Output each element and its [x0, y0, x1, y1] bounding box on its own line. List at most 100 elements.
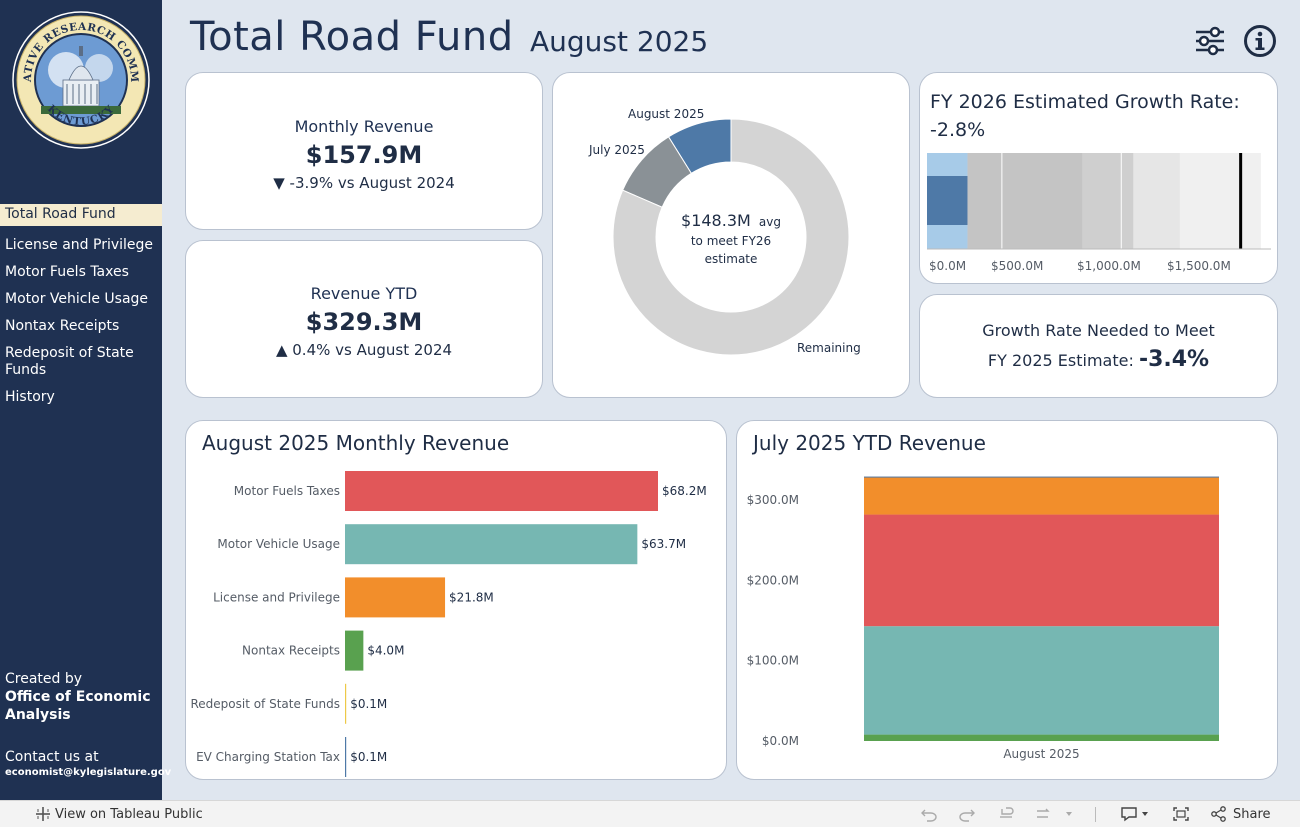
toolbar-divider — [1095, 807, 1096, 822]
bar-category-label: Motor Fuels Taxes — [234, 484, 340, 498]
monthly-chart-title: August 2025 Monthly Revenue — [202, 431, 510, 455]
bullet-range-band3 — [1082, 153, 1134, 249]
bar-ev-charging-station-tax[interactable] — [345, 737, 347, 777]
monthly-bar-chart[interactable]: Motor Fuels Taxes $68.2M Motor Vehicle Usa… — [186, 421, 728, 781]
bar-value-label: $0.1M — [350, 697, 387, 711]
bar-nontax-receipts[interactable] — [345, 630, 364, 671]
bar-license-and-privilege[interactable] — [345, 577, 446, 618]
comment-dropdown-icon[interactable] — [1140, 806, 1150, 822]
stack-segment-nontax-receipts[interactable] — [864, 734, 1219, 741]
needed-rate-card: Growth Rate Needed to Meet FY 2025 Estim… — [919, 294, 1278, 398]
sidebar-item-nontax-receipts[interactable]: Nontax Receipts — [5, 318, 120, 334]
donut-label-august: August 2025 — [628, 107, 704, 121]
created-by-label: Created by — [5, 671, 83, 687]
lrc-seal-logo: LEGISLATIVE RESEARCH COMMISSION KENTUCKY — [11, 10, 150, 149]
stack-segment-ev-charging-station-tax[interactable] — [864, 476, 1219, 478]
refresh-dropdown-icon[interactable] — [1064, 806, 1074, 822]
fullscreen-icon[interactable] — [1172, 806, 1190, 822]
ytd-chart-card: July 2025 YTD Revenue $0.0M $100.0M $200.0… — [736, 420, 1278, 780]
needed-rate-line1: Growth Rate Needed to Meet — [982, 321, 1215, 340]
sidebar-item-motor-vehicle-usage[interactable]: Motor Vehicle Usage — [5, 291, 149, 307]
view-on-tableau-link[interactable]: View on Tableau Public — [55, 807, 203, 822]
ytd-chart-title: July 2025 YTD Revenue — [753, 431, 986, 455]
bar-category-label: EV Charging Station Tax — [196, 750, 340, 764]
sidebar-nav: Total Road Fund License and Privilege Mo… — [0, 204, 162, 414]
redo-icon[interactable] — [958, 806, 976, 822]
bullet-range-band5 — [1179, 153, 1261, 249]
bar-category-label: Nontax Receipts — [242, 644, 340, 658]
revenue-ytd-change: ▲ 0.4% vs August 2024 — [275, 341, 453, 359]
monthly-bar-chart-card: August 2025 Monthly Revenue Motor Fuels … — [185, 420, 727, 780]
bullet-tick-label: $0.0M — [929, 259, 966, 273]
contact: Contact us at economist@kylegislature.go… — [5, 748, 172, 780]
revenue-ytd-card: Revenue YTD $329.3M ▲ 0.4% vs August 202… — [185, 240, 543, 398]
created-by: Created by Office of Economic Analysis — [5, 670, 160, 724]
needed-rate-line2: FY 2025 Estimate: — [987, 351, 1134, 370]
stack-segment-motor-vehicle-usage[interactable] — [864, 626, 1219, 735]
sidebar-item-total-road-fund[interactable]: Total Road Fund — [0, 204, 162, 226]
bar-value-label: $4.0M — [367, 644, 404, 658]
page-title: Total Road Fund — [190, 14, 514, 60]
bullet-range-band4 — [1133, 153, 1180, 249]
refresh-icon[interactable] — [1034, 806, 1052, 822]
svg-text:$148.3M avg: $148.3M avg — [681, 211, 781, 230]
revenue-ytd-value: $329.3M — [305, 308, 423, 336]
contact-label: Contact us at — [5, 749, 99, 765]
info-icon[interactable] — [1243, 24, 1277, 58]
sidebar-item-motor-fuels-taxes[interactable]: Motor Fuels Taxes — [5, 264, 129, 280]
bar-value-label: $21.8M — [449, 590, 494, 604]
donut-chart[interactable]: $148.3M avg to meet FY26 estimate August… — [553, 73, 911, 399]
sidebar-item-redeposit-of-state-funds[interactable]: Redeposit of State Funds — [5, 345, 134, 378]
contact-email[interactable]: economist@kylegislature.gov — [5, 767, 172, 778]
filter-sliders-icon[interactable] — [1193, 24, 1227, 58]
bar-value-label: $68.2M — [662, 484, 707, 498]
donut-center-suffix: avg — [759, 215, 781, 229]
growth-rate-value: -2.8% — [930, 119, 986, 141]
comment-icon[interactable] — [1120, 806, 1138, 822]
sidebar-item-history[interactable]: History — [5, 389, 55, 405]
tableau-toolbar: View on Tableau Public Share — [0, 800, 1300, 827]
monthly-revenue-change: ▼ -3.9% vs August 2024 — [273, 174, 455, 192]
donut-label-remaining: Remaining — [797, 341, 861, 355]
donut-center-line2: to meet FY26 — [691, 234, 771, 248]
bar-value-label: $0.1M — [350, 750, 387, 764]
donut-center-value: $148.3M — [681, 211, 751, 230]
donut-label-july: July 2025 — [588, 143, 645, 157]
monthly-revenue-label: Monthly Revenue — [294, 117, 434, 136]
bar-motor-fuels-taxes[interactable] — [345, 471, 658, 511]
bar-category-label: Motor Vehicle Usage — [217, 537, 340, 551]
y-tick-label: $300.0M — [747, 493, 799, 507]
bullet-tick-label: $500.0M — [991, 259, 1043, 273]
bullet-target-marker[interactable] — [1239, 153, 1243, 249]
bar-category-label: License and Privilege — [213, 590, 340, 604]
y-tick-label: $0.0M — [762, 734, 799, 748]
bar-category-label: Redeposit of State Funds — [190, 697, 340, 711]
y-tick-label: $100.0M — [747, 654, 799, 668]
bar-motor-vehicle-usage[interactable] — [345, 524, 638, 565]
stack-segment-motor-fuels-taxes[interactable] — [864, 514, 1219, 627]
ytd-stacked-bar-chart[interactable]: $0.0M $100.0M $200.0M $300.0M August 2025 — [737, 421, 1279, 781]
x-tick-label: August 2025 — [1003, 747, 1079, 761]
donut-slice-remaining[interactable] — [612, 118, 850, 356]
page-period: August 2025 — [530, 25, 709, 58]
bullet-actual-bar[interactable] — [927, 176, 968, 225]
needed-rate-value: -3.4% — [1138, 347, 1210, 372]
growth-rate-bullet-chart[interactable]: $0.0M $500.0M $1,000.0M $1,500.0M — [920, 73, 1279, 285]
revert-icon[interactable] — [998, 806, 1016, 822]
office-name: Office of Economic Analysis — [5, 689, 151, 723]
donut-center-line3: estimate — [705, 252, 758, 266]
bullet-range-band2 — [967, 153, 1083, 249]
bullet-tick-label: $1,000.0M — [1077, 259, 1141, 273]
donut-card: $148.3M avg to meet FY26 estimate August… — [552, 72, 910, 398]
growth-rate-card: FY 2026 Estimated Growth Rate: -2.8% $0.… — [919, 72, 1278, 284]
bar-redeposit-of-state-funds[interactable] — [345, 683, 347, 724]
share-icon[interactable] — [1210, 806, 1228, 822]
revenue-ytd-label: Revenue YTD — [310, 284, 418, 303]
undo-icon[interactable] — [920, 806, 938, 822]
share-button[interactable]: Share — [1233, 807, 1271, 822]
stack-segment-license-and-privilege[interactable] — [864, 476, 1219, 515]
monthly-revenue-value: $157.9M — [305, 141, 423, 169]
monthly-revenue-card: Monthly Revenue $157.9M ▼ -3.9% vs Augus… — [185, 72, 543, 230]
sidebar-item-license-and-privilege[interactable]: License and Privilege — [5, 237, 154, 253]
bar-value-label: $63.7M — [641, 537, 686, 551]
